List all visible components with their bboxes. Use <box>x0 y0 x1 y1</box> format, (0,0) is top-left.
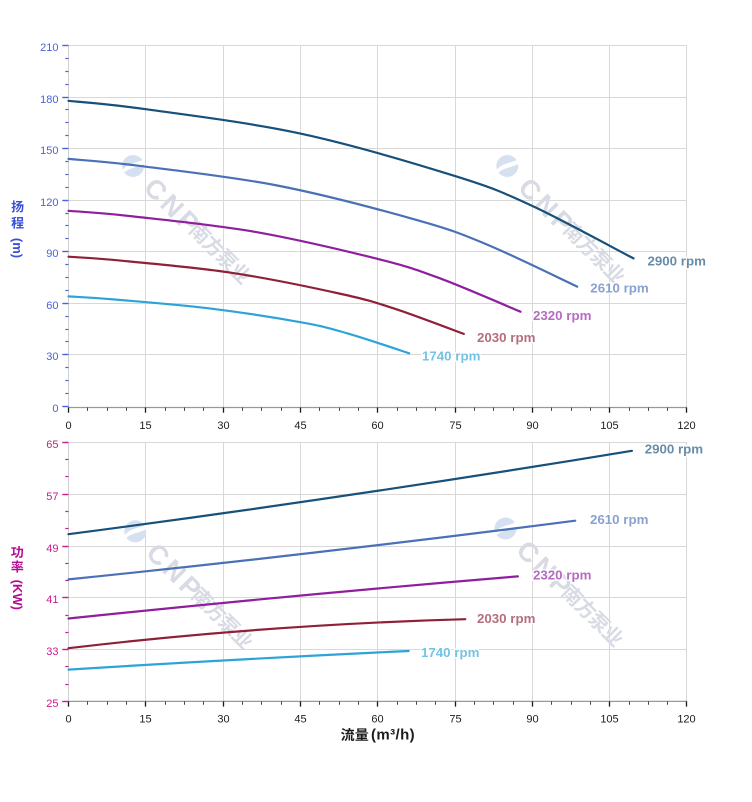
svg-text:30: 30 <box>217 420 229 432</box>
svg-text:60: 60 <box>371 420 383 432</box>
svg-text:1740 rpm: 1740 rpm <box>421 645 479 660</box>
svg-text:2030 rpm: 2030 rpm <box>477 330 535 345</box>
svg-text:120: 120 <box>40 197 58 209</box>
svg-text:65: 65 <box>46 439 58 451</box>
svg-text:120: 120 <box>677 420 695 432</box>
svg-text:105: 105 <box>600 420 618 432</box>
svg-text:105: 105 <box>600 714 618 726</box>
svg-text:150: 150 <box>40 145 58 157</box>
svg-text:60: 60 <box>46 300 58 312</box>
svg-text:45: 45 <box>294 714 306 726</box>
svg-text:90: 90 <box>526 714 538 726</box>
svg-text:30: 30 <box>217 714 229 726</box>
svg-text:0: 0 <box>52 403 58 415</box>
svg-text:2320 rpm: 2320 rpm <box>533 567 591 582</box>
svg-text:0: 0 <box>65 420 71 432</box>
svg-text:41: 41 <box>46 594 58 606</box>
svg-text:15: 15 <box>139 420 151 432</box>
svg-text:210: 210 <box>40 42 58 54</box>
svg-text:(KW): (KW) <box>10 580 25 610</box>
svg-text:2900 rpm: 2900 rpm <box>645 441 703 456</box>
svg-text:75: 75 <box>449 420 461 432</box>
svg-text:90: 90 <box>46 248 58 260</box>
svg-text:33: 33 <box>46 646 58 658</box>
svg-text:90: 90 <box>526 420 538 432</box>
svg-text:(m³/h): (m³/h) <box>371 727 415 744</box>
svg-text:60: 60 <box>371 714 383 726</box>
svg-text:2320 rpm: 2320 rpm <box>533 308 591 323</box>
svg-text:45: 45 <box>294 420 306 432</box>
svg-text:120: 120 <box>677 714 695 726</box>
svg-text:25: 25 <box>46 698 58 710</box>
svg-text:49: 49 <box>46 543 58 555</box>
svg-text:2030 rpm: 2030 rpm <box>477 611 535 626</box>
svg-text:30: 30 <box>46 351 58 363</box>
svg-text:0: 0 <box>65 714 71 726</box>
svg-text:180: 180 <box>40 94 58 106</box>
svg-text:75: 75 <box>449 714 461 726</box>
svg-text:2610 rpm: 2610 rpm <box>590 281 648 296</box>
svg-text:(m): (m) <box>10 238 25 258</box>
svg-text:15: 15 <box>139 714 151 726</box>
svg-text:2610 rpm: 2610 rpm <box>590 512 648 527</box>
svg-text:57: 57 <box>46 491 58 503</box>
svg-text:2900 rpm: 2900 rpm <box>648 254 706 269</box>
svg-text:1740 rpm: 1740 rpm <box>422 349 480 364</box>
